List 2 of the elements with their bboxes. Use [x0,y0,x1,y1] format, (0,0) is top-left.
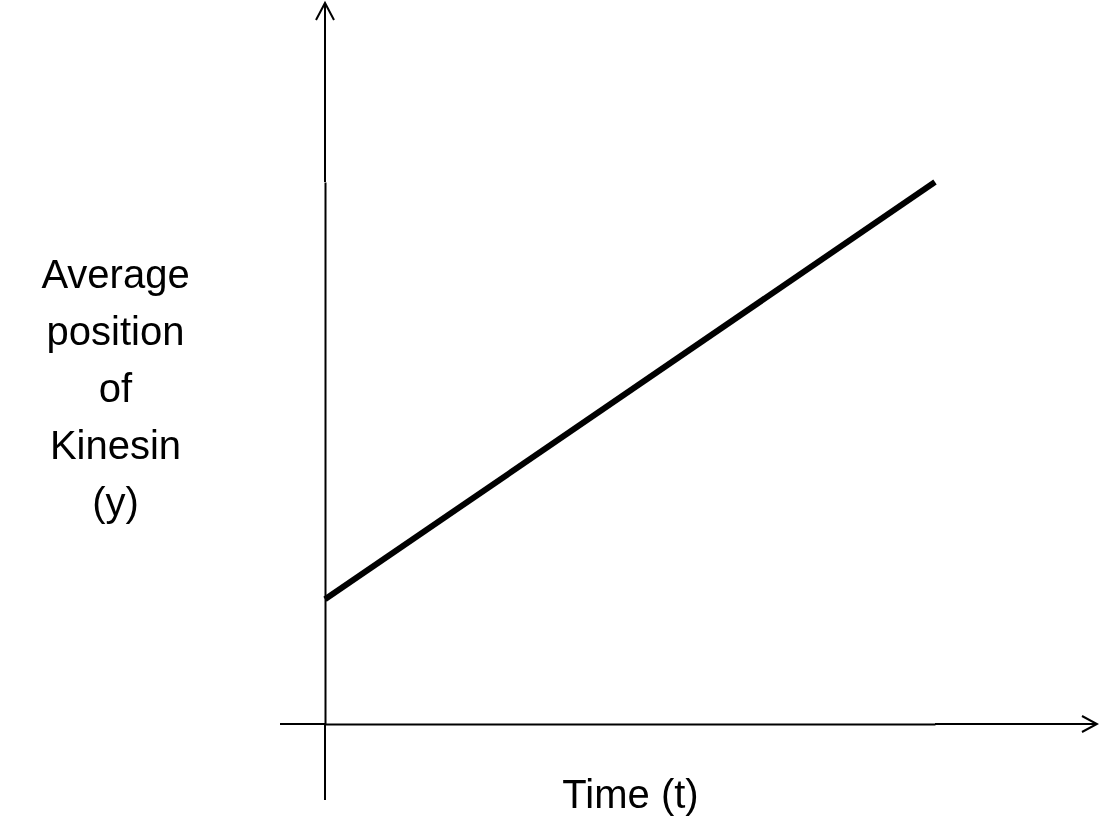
y-axis-title: Average position of Kinesin (y) [41,251,190,524]
x-axis-title: Time (t) [562,771,699,816]
